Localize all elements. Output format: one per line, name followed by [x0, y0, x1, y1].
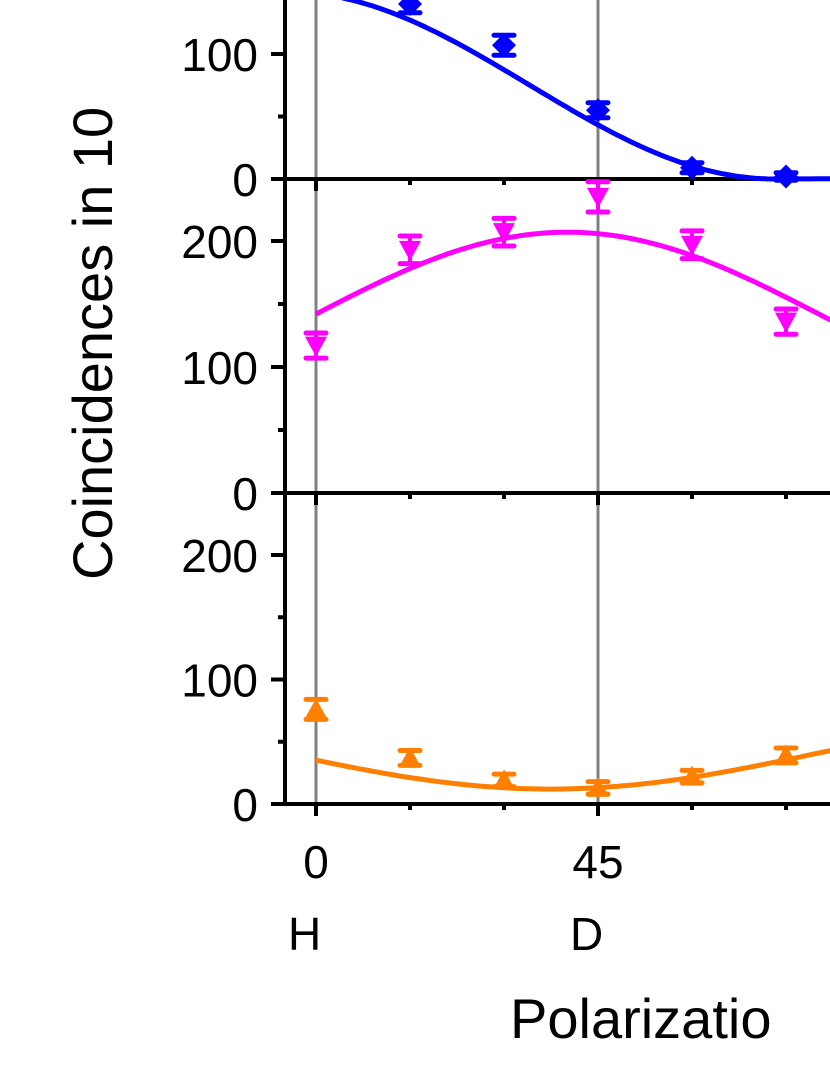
- x-axis-labels: 0 45 H D: [288, 836, 624, 960]
- data-point: [679, 155, 705, 180]
- y-tick-label: 0: [232, 154, 258, 206]
- data-point: [679, 228, 705, 262]
- data-point: [397, 746, 423, 768]
- reference-lines: [314, 0, 600, 804]
- y-tick-label: 0: [232, 468, 258, 520]
- y-tick-label: 200: [181, 530, 258, 582]
- data-point: [491, 215, 517, 249]
- data-point: [773, 164, 799, 189]
- data-point: [585, 179, 611, 215]
- data-point: [585, 776, 611, 797]
- y-tick-label: 0: [232, 779, 258, 831]
- data-point: [303, 696, 329, 722]
- panels: [285, 0, 830, 816]
- x-state-label: D: [570, 908, 603, 960]
- y-tick-label: 200: [181, 216, 258, 268]
- x-tick-label: 45: [572, 836, 623, 888]
- fit-curve: [314, 229, 830, 323]
- y-axis: 0 100 0 100 200 0 100 200: [181, 0, 287, 831]
- fit-curve: [340, 0, 830, 182]
- y-tick-label: 100: [181, 342, 258, 394]
- data-point: [397, 233, 423, 267]
- y-tick-label: 100: [181, 29, 258, 81]
- data-point: [585, 98, 611, 123]
- data-point: [773, 306, 799, 337]
- panel-middle: [285, 179, 830, 505]
- data-point: [491, 32, 517, 58]
- y-axis-title: Coincidences in 10: [61, 107, 124, 580]
- x-state-label: H: [288, 908, 321, 960]
- x-axis-title: Polarizatio: [510, 987, 771, 1050]
- y-tick-label: 100: [181, 655, 258, 707]
- data-point: [491, 769, 517, 790]
- panel-bottom: [285, 696, 830, 816]
- data-point: [679, 765, 705, 786]
- data-point: [397, 0, 423, 16]
- fit-curve: [315, 748, 830, 792]
- panel-top: [285, 0, 830, 191]
- x-tick-label: 0: [303, 836, 329, 888]
- data-point: [773, 744, 799, 766]
- data-point: [303, 330, 329, 361]
